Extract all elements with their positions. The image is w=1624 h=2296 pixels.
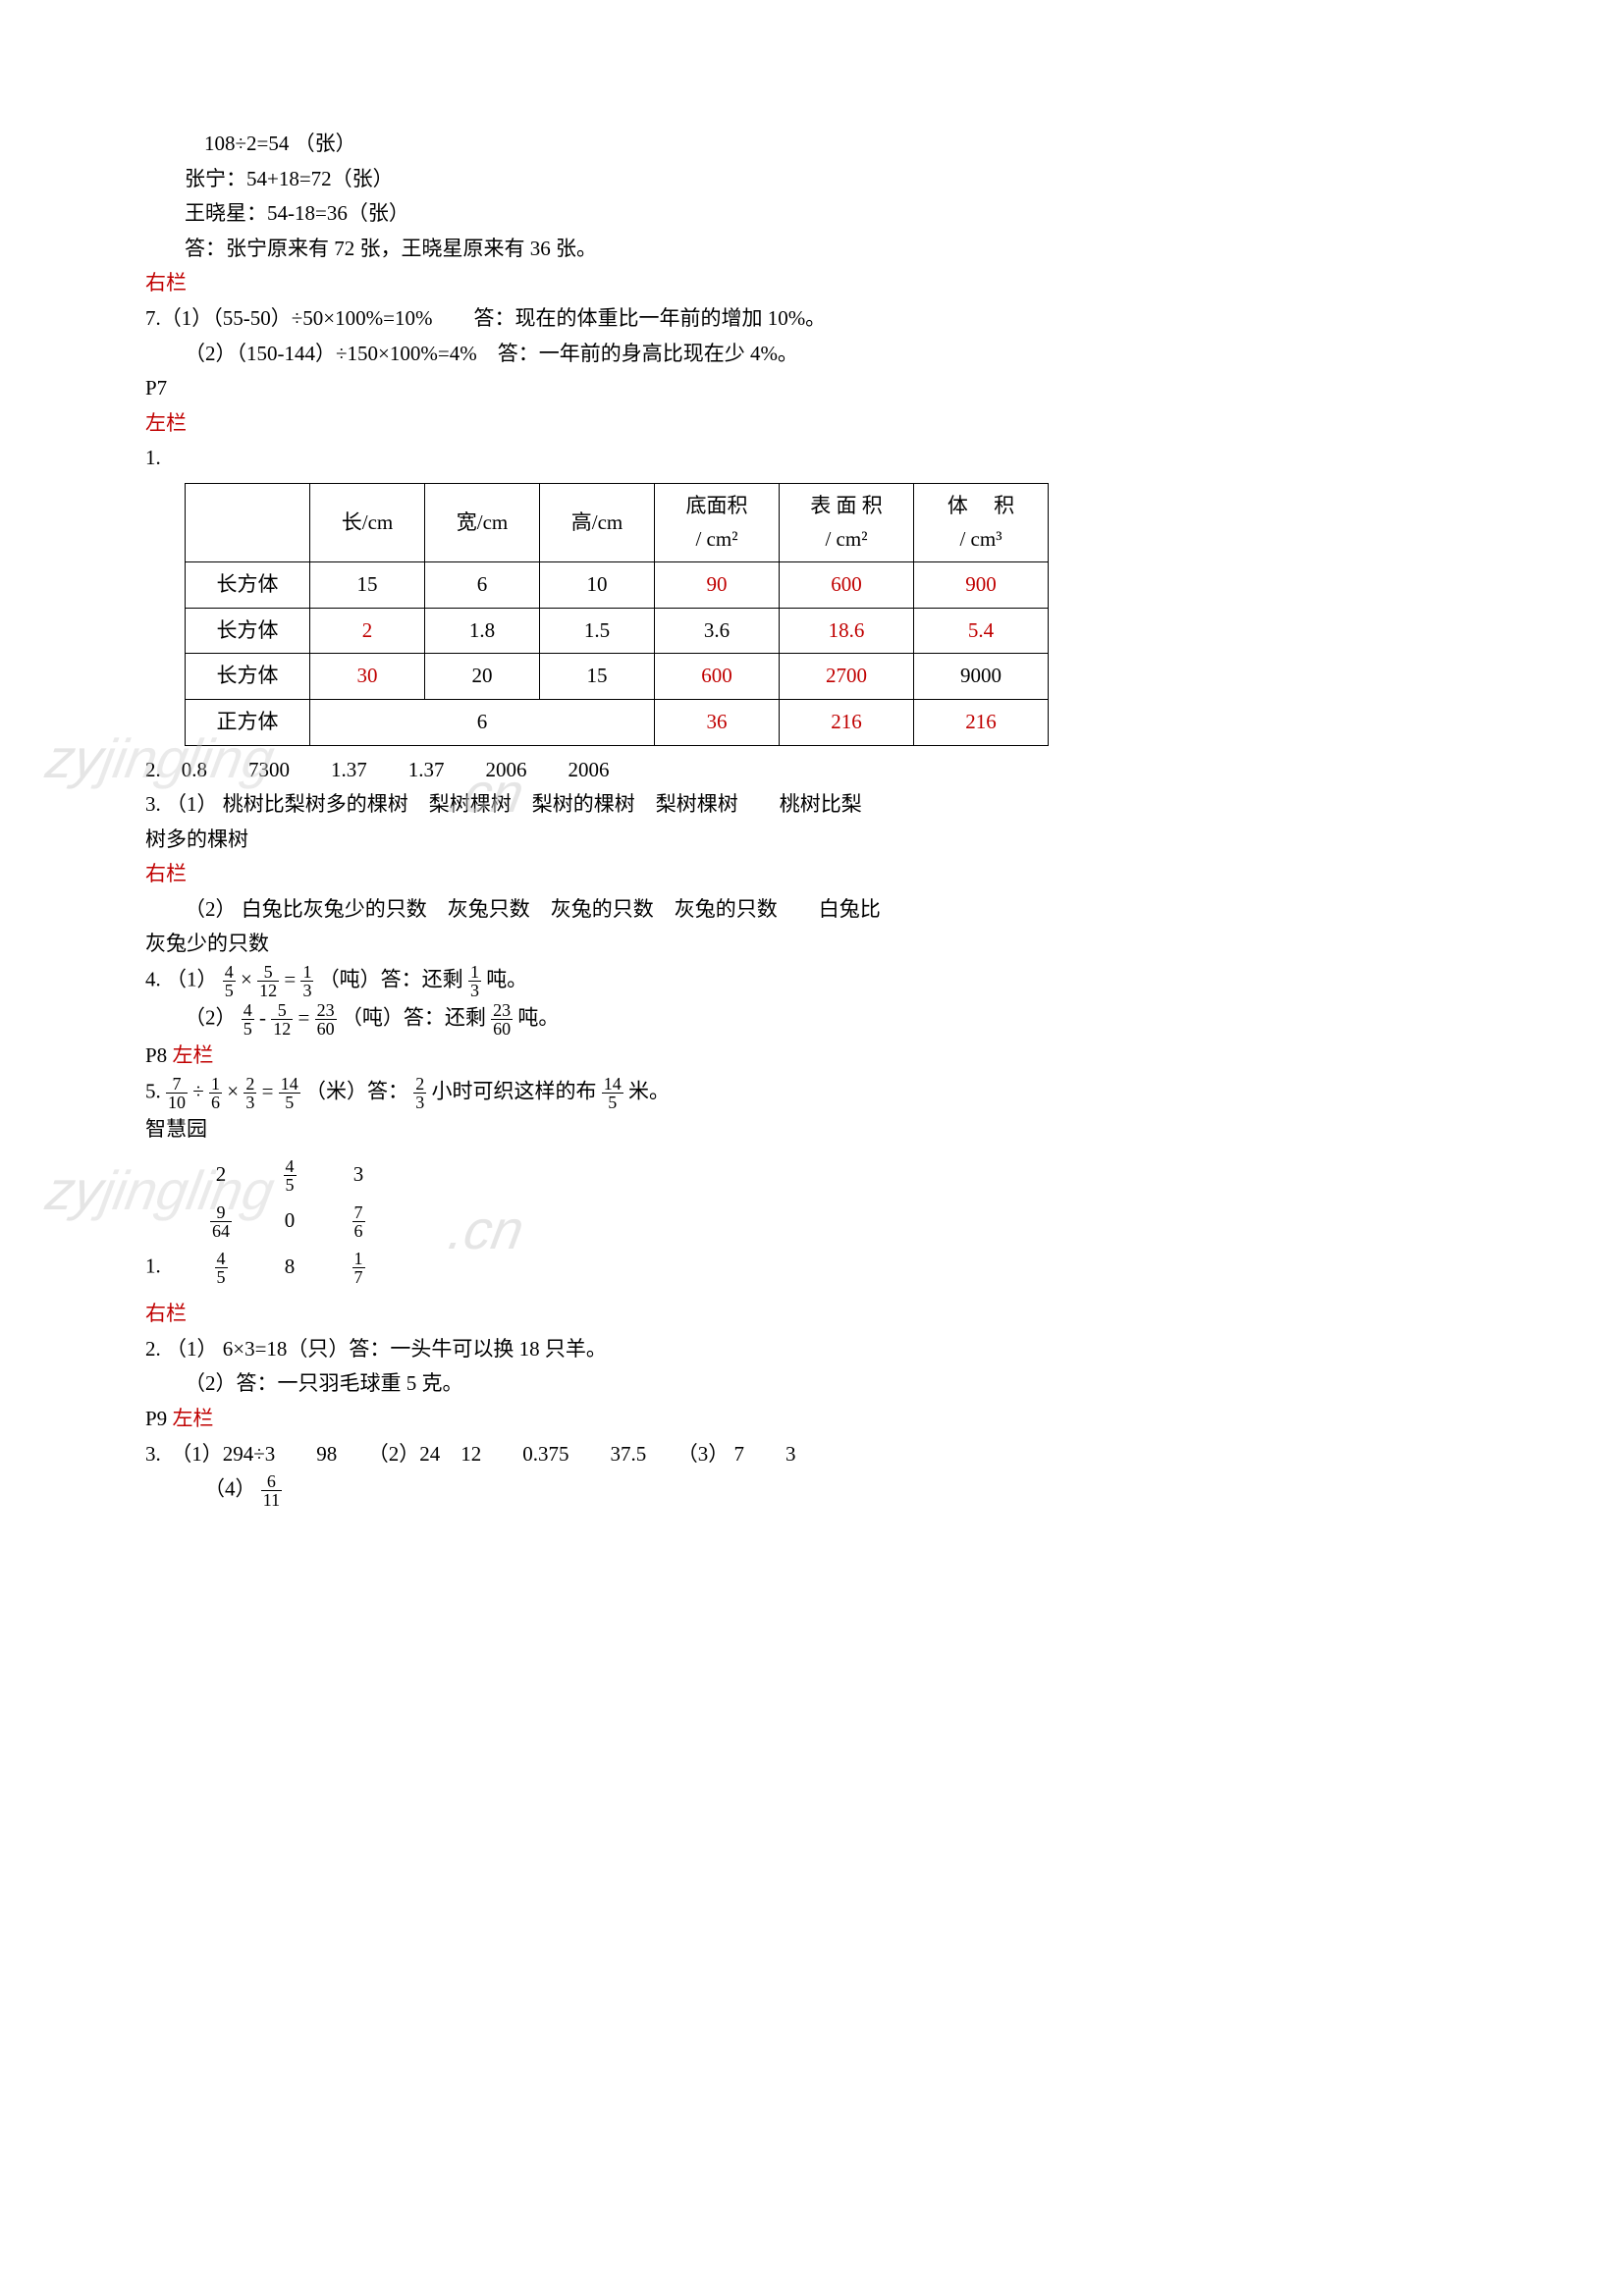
p9-label: P9 左栏	[145, 1403, 1494, 1436]
qr2-l1: 2. （1） 6×3=18（只）答：一头牛可以换 18 只羊。	[145, 1333, 1494, 1366]
grid-cell: 2	[187, 1158, 255, 1192]
table-cell: 2	[310, 608, 425, 654]
table-cell: 216	[780, 699, 914, 745]
left-col-2: 左栏	[172, 1043, 213, 1067]
q7-l1: 7.（1）（55-50）÷50×100%=10% 答：现在的体重比一年前的增加 …	[145, 302, 1494, 336]
table-cell: 长方体	[186, 562, 310, 609]
frac-1-3b: 13	[468, 963, 481, 999]
table-cell: 6	[425, 562, 540, 609]
frac-1-3: 13	[300, 963, 313, 999]
q5: 5. 710 ÷ 16 × 23 = 145 （米）答： 23 小时可织这样的布…	[145, 1075, 1494, 1111]
table-cell: 长方体	[186, 654, 310, 700]
right-col-1: 右栏	[145, 267, 1494, 300]
intro-l3: 王晓星：54-18=36（张）	[145, 197, 1494, 231]
frac-1-6: 16	[209, 1075, 222, 1111]
frac-14-5: 145	[279, 1075, 300, 1111]
grid-cell: 3	[324, 1158, 393, 1192]
right-col-3: 右栏	[145, 1298, 1494, 1331]
table-cell: 600	[655, 654, 780, 700]
q7-l2: （2）（150-144）÷150×100%=4% 答：一年前的身高比现在少 4%…	[145, 338, 1494, 371]
table-cell: 1.5	[540, 608, 655, 654]
table-cell: 36	[655, 699, 780, 745]
table-cell: 30	[310, 654, 425, 700]
q3-l1: 3. （1） 桃树比梨树多的棵树 梨树棵树 梨树的棵树 梨树棵树 桃树比梨	[145, 788, 1494, 822]
grid-block: 1. 245396407645817	[145, 1148, 1494, 1296]
table-cell: 900	[914, 562, 1049, 609]
frac-2-3: 23	[244, 1075, 256, 1111]
table-cell: 15	[540, 654, 655, 700]
intro-l2: 张宁：54+18=72（张）	[145, 163, 1494, 196]
q2: 2. 0.8 7300 1.37 1.37 2006 2006	[145, 754, 1494, 787]
grid-cell: 964	[187, 1203, 255, 1240]
table-header: 宽/cm	[425, 483, 540, 561]
frac-g4: 2360	[491, 1001, 513, 1038]
frac-g3: 2360	[315, 1001, 337, 1038]
table-cell: 2700	[780, 654, 914, 700]
p7-label: P7	[145, 372, 1494, 405]
q3b-l2: 灰兔少的只数	[145, 928, 1494, 961]
table-cell: 90	[655, 562, 780, 609]
frac-4-5: 45	[223, 963, 236, 999]
grid-cell: 8	[255, 1251, 324, 1284]
frac-6-11: 611	[261, 1472, 282, 1509]
frac-7-10: 710	[166, 1075, 188, 1111]
grid-cell: 17	[324, 1250, 393, 1286]
frac-5-12: 512	[257, 963, 279, 999]
table-cell: 600	[780, 562, 914, 609]
frac-g2: 512	[271, 1001, 293, 1038]
grid-cell: 76	[324, 1203, 393, 1240]
frac-14-5b: 145	[602, 1075, 623, 1111]
q3b-l1: （2） 白兔比灰兔少的只数 灰兔只数 灰兔的只数 灰兔的只数 白兔比	[145, 893, 1494, 927]
table-cell: 3.6	[655, 608, 780, 654]
p8-label: P8 左栏	[145, 1040, 1494, 1073]
table-header: 底面积/ cm²	[655, 483, 780, 561]
table-cell: 9000	[914, 654, 1049, 700]
table-header	[186, 483, 310, 561]
frac-g1: 45	[242, 1001, 254, 1038]
table-cell: 正方体	[186, 699, 310, 745]
qr2-l2: （2）答：一只羽毛球重 5 克。	[145, 1367, 1494, 1401]
intro-l4: 答：张宁原来有 72 张，王晓星原来有 36 张。	[145, 233, 1494, 266]
table-cell: 20	[425, 654, 540, 700]
table-header: 表 面 积/ cm²	[780, 483, 914, 561]
table-header: 长/cm	[310, 483, 425, 561]
table-header: 体 积/ cm³	[914, 483, 1049, 561]
geometry-table: 长/cm宽/cm高/cm底面积/ cm²表 面 积/ cm²体 积/ cm³ 长方…	[185, 483, 1049, 746]
table-cell: 15	[310, 562, 425, 609]
table-cell: 10	[540, 562, 655, 609]
qp9-3-l2: （4） 611	[145, 1472, 1494, 1509]
q4-l2: （2） 45 - 512 = 2360 （吨）答：还剩 2360 吨。	[145, 1001, 1494, 1038]
intro-l1: 108÷2=54 （张）	[145, 128, 1494, 161]
table-cell: 长方体	[186, 608, 310, 654]
q4-l1: 4. （1） 45 × 512 = 13 （吨）答：还剩 13 吨。	[145, 963, 1494, 999]
frac-2-3b: 23	[413, 1075, 426, 1111]
table-cell: 18.6	[780, 608, 914, 654]
q1-label: 1.	[145, 442, 1494, 475]
table-header: 高/cm	[540, 483, 655, 561]
grid-cell: 0	[255, 1204, 324, 1238]
table-cell: 6	[310, 699, 655, 745]
grid-cell: 45	[187, 1250, 255, 1286]
q3-l2: 树多的棵树	[145, 824, 1494, 857]
table-cell: 1.8	[425, 608, 540, 654]
qp9-3-l1: 3. （1）294÷3 98 （2）24 12 0.375 37.5 （3） 7…	[145, 1438, 1494, 1471]
grid-cell: 45	[255, 1157, 324, 1194]
right-col-2: 右栏	[145, 858, 1494, 891]
left-col-3: 左栏	[172, 1407, 213, 1430]
q4-l2-pre: （2）	[185, 1005, 237, 1029]
table-cell: 5.4	[914, 608, 1049, 654]
left-col-1: 左栏	[145, 407, 1494, 441]
table-cell: 216	[914, 699, 1049, 745]
q4-l1-pre: 4. （1）	[145, 967, 218, 990]
wisdom-garden-label: 智慧园	[145, 1113, 1494, 1147]
